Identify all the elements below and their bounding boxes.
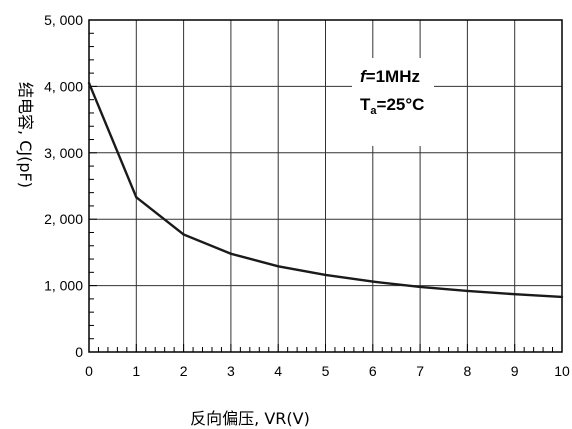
data-point xyxy=(466,289,469,293)
x-tick-label: 4 xyxy=(274,363,282,379)
y-tick-label: 0 xyxy=(75,344,83,360)
data-point xyxy=(324,273,327,277)
annotation-background xyxy=(352,58,434,146)
x-tick-labels: 0 1 2 3 4 5 6 7 8 9 10 xyxy=(85,363,570,379)
data-point xyxy=(182,233,185,236)
y-tick-label: 4, 000 xyxy=(44,78,83,94)
x-tick-label: 2 xyxy=(180,363,188,379)
data-points xyxy=(87,81,564,299)
y-tick-labels: 0 1, 000 2, 000 3, 000 4, 000 5, 000 xyxy=(44,12,83,360)
data-point xyxy=(87,81,91,85)
x-tick-label: 0 xyxy=(85,363,93,379)
x-tick-label: 6 xyxy=(369,363,377,379)
annotation-box: f=1MHz Ta=25°C xyxy=(352,58,434,146)
x-tick-label: 5 xyxy=(322,363,330,379)
data-point xyxy=(277,265,280,268)
x-tick-label: 8 xyxy=(464,363,472,379)
y-tick-label: 2, 000 xyxy=(44,211,83,227)
data-point xyxy=(135,196,138,199)
grid-lines xyxy=(89,20,562,352)
x-tick-label: 1 xyxy=(132,363,140,379)
temperature-annotation: Ta=25°C xyxy=(360,95,424,117)
data-point xyxy=(513,293,516,296)
x-tick-label: 10 xyxy=(554,363,570,379)
x-tick-label: 7 xyxy=(416,363,424,379)
plot-frame xyxy=(88,19,563,353)
data-point xyxy=(418,285,422,289)
y-axis-title: 结电容, CJ(pF) xyxy=(16,82,35,188)
data-point xyxy=(229,252,233,255)
x-tick-label: 9 xyxy=(511,363,519,379)
y-tick-label: 1, 000 xyxy=(44,278,83,294)
y-tick-label: 5, 000 xyxy=(44,12,83,28)
data-point xyxy=(560,295,564,299)
x-tick-label: 3 xyxy=(227,363,235,379)
data-point xyxy=(371,280,374,283)
frequency-annotation: f=1MHz xyxy=(360,67,420,86)
x-axis-title: 反向偏压, VR(V) xyxy=(190,409,310,428)
y-tick-label: 3, 000 xyxy=(44,145,83,161)
